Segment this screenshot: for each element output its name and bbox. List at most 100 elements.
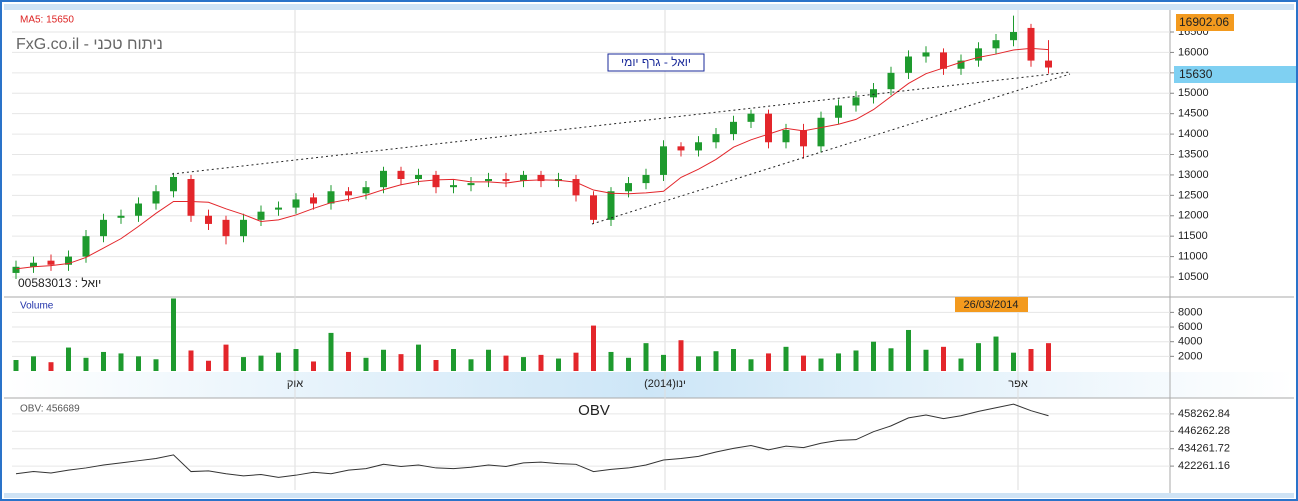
bottom-bar	[4, 493, 1294, 498]
volume-bar	[678, 340, 684, 371]
candle-body	[275, 207, 282, 210]
candle-body	[47, 260, 55, 265]
volume-bar	[398, 354, 404, 371]
y-tick-label: 15000	[1178, 87, 1209, 99]
candle-body	[117, 215, 125, 218]
volume-bar	[696, 356, 701, 371]
caption-box	[607, 53, 705, 72]
close-label: 15630	[1179, 67, 1213, 81]
obv-label: OBV: 456689	[20, 404, 80, 415]
volume-bar	[101, 351, 106, 371]
y-tick-label: 13500	[1178, 148, 1209, 160]
volume-bar	[766, 353, 771, 371]
volume-bar	[258, 355, 264, 371]
ma-label: MA5: 15650	[20, 15, 74, 26]
chart-caption: יואל - גרף יומי	[621, 55, 691, 69]
candle-body	[30, 262, 37, 267]
candle-body	[625, 183, 632, 192]
candle-body	[677, 146, 685, 151]
y-tick-label: 11000	[1178, 251, 1208, 263]
obv-line	[15, 403, 1049, 478]
candle-body	[310, 197, 317, 204]
volume-bar	[783, 346, 789, 371]
candle-body	[187, 179, 195, 216]
site-label: FxG.co.il - ניתוח טכני	[16, 36, 163, 53]
candle-body	[205, 215, 212, 224]
y-tick-label: 434261.72	[1178, 443, 1230, 455]
volume-bar	[136, 356, 141, 371]
candle-body	[415, 174, 422, 180]
volume-bar	[206, 360, 211, 371]
volume-bar	[48, 362, 54, 371]
volume-bar	[171, 298, 176, 371]
candle-body	[345, 191, 352, 196]
candle-body	[1027, 27, 1035, 61]
volume-bar	[538, 354, 544, 371]
candle-body	[432, 174, 440, 188]
x-tick-label: (2014)ינו	[644, 378, 686, 390]
volume-bar	[153, 359, 159, 371]
x-axis-band	[4, 372, 1294, 398]
volume-bar	[311, 361, 316, 371]
obv-title: OBV	[578, 402, 610, 419]
y-tick-label: 10500	[1178, 271, 1209, 283]
volume-title: Volume	[20, 301, 54, 312]
candle-body	[380, 170, 387, 188]
volume-bar	[83, 357, 89, 371]
candle-body	[397, 170, 405, 180]
volume-bar	[381, 349, 386, 371]
volume-bar	[521, 357, 526, 371]
candle-body	[65, 256, 72, 265]
volume-bar	[906, 329, 911, 371]
date-box	[955, 297, 1028, 312]
volume-bar	[363, 357, 369, 371]
trend-line	[591, 73, 1071, 225]
candle-body	[730, 121, 737, 135]
candle-body	[695, 142, 702, 151]
volume-bar	[993, 336, 999, 371]
volume-bar	[748, 359, 754, 371]
volume-bar	[503, 355, 509, 371]
y-tick-label: 12000	[1178, 210, 1209, 222]
x-tick-label: אוק	[287, 378, 303, 390]
y-tick-label: 13000	[1178, 169, 1209, 181]
y-tick-label: 12500	[1178, 189, 1209, 201]
candle-body	[1010, 32, 1017, 41]
candle-body	[100, 219, 107, 237]
candle-body	[240, 219, 247, 237]
candle-body	[82, 236, 90, 257]
candle-body	[222, 219, 230, 237]
trend-line	[171, 71, 1071, 175]
candle-body	[992, 40, 1000, 49]
candle-body	[152, 191, 160, 204]
candle-body	[485, 179, 492, 182]
volume-bar	[853, 350, 859, 371]
volume-bar	[731, 349, 736, 371]
y-tick-label: 458262.84	[1178, 408, 1230, 420]
high-label: 16902.06	[1179, 15, 1229, 29]
candle-body	[12, 266, 20, 273]
candle-body	[940, 52, 947, 69]
candle-body	[1045, 60, 1052, 68]
candle-body	[975, 48, 982, 61]
y-tick-label: 14000	[1178, 128, 1209, 140]
candle-body	[642, 174, 650, 184]
y-tick-label: 8000	[1178, 306, 1202, 318]
volume-bar	[223, 344, 229, 371]
close-box	[1174, 66, 1296, 83]
candle-body	[520, 174, 527, 182]
volume-bar	[643, 343, 649, 371]
high-box	[1176, 14, 1234, 31]
volume-bar	[433, 360, 439, 371]
candle-body	[327, 191, 335, 204]
candle-body	[607, 191, 615, 220]
candle-body	[362, 187, 370, 194]
y-tick-label: 4000	[1178, 336, 1202, 348]
volume-bar	[836, 353, 841, 371]
candle-body	[817, 117, 825, 147]
candle-body	[905, 56, 912, 73]
volume-bar	[31, 356, 36, 371]
candle-body	[660, 146, 667, 175]
